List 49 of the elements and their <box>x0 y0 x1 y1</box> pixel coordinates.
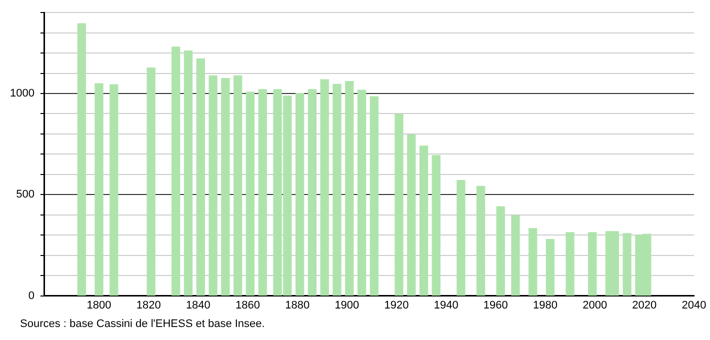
bar <box>295 92 304 296</box>
y-tick-label: 0 <box>28 290 34 302</box>
bar <box>246 92 255 296</box>
x-tick-label: 1920 <box>384 299 409 312</box>
bar <box>456 180 466 296</box>
bar <box>546 239 555 296</box>
bar <box>221 78 230 296</box>
x-tick-label: 2020 <box>632 299 657 312</box>
bar <box>110 84 118 296</box>
x-tick-label: 2000 <box>582 299 608 312</box>
y-tick-label: 1000 <box>10 88 34 100</box>
x-tick-label: 1880 <box>285 299 310 312</box>
bar <box>496 206 505 296</box>
bar <box>432 155 440 296</box>
bar <box>622 233 632 296</box>
bar <box>566 232 574 296</box>
bar <box>332 84 342 296</box>
bar <box>528 228 538 296</box>
bar <box>370 96 379 296</box>
bar <box>357 90 366 296</box>
bar <box>234 75 242 296</box>
source-note: Sources : base Cassini de l'EHESS et base Insee. <box>20 318 265 330</box>
bar <box>94 83 104 296</box>
bar <box>208 75 218 296</box>
bar <box>511 215 520 296</box>
bar <box>77 23 86 296</box>
x-tick-label: 1800 <box>86 299 112 312</box>
bar <box>196 58 205 296</box>
bar <box>320 79 329 296</box>
x-tick-label: 1960 <box>483 299 508 312</box>
bar <box>407 134 416 296</box>
bar <box>419 146 428 296</box>
bar <box>394 114 404 296</box>
bar <box>308 89 317 296</box>
x-tick-label: 1860 <box>236 299 260 312</box>
x-tick-label: 1980 <box>533 299 558 312</box>
bar <box>588 232 597 296</box>
bar <box>345 81 354 296</box>
bar <box>172 46 180 296</box>
x-tick-label: 1900 <box>334 299 360 312</box>
bar <box>146 67 156 296</box>
x-tick-label: 1820 <box>136 299 161 312</box>
bar <box>184 50 193 296</box>
bar <box>258 89 267 296</box>
x-tick-label: 1840 <box>186 299 210 312</box>
y-tick-label: 500 <box>16 188 34 201</box>
x-tick-label: 1940 <box>434 299 458 312</box>
bar <box>476 186 486 296</box>
x-tick-label: 2040 <box>682 299 706 312</box>
